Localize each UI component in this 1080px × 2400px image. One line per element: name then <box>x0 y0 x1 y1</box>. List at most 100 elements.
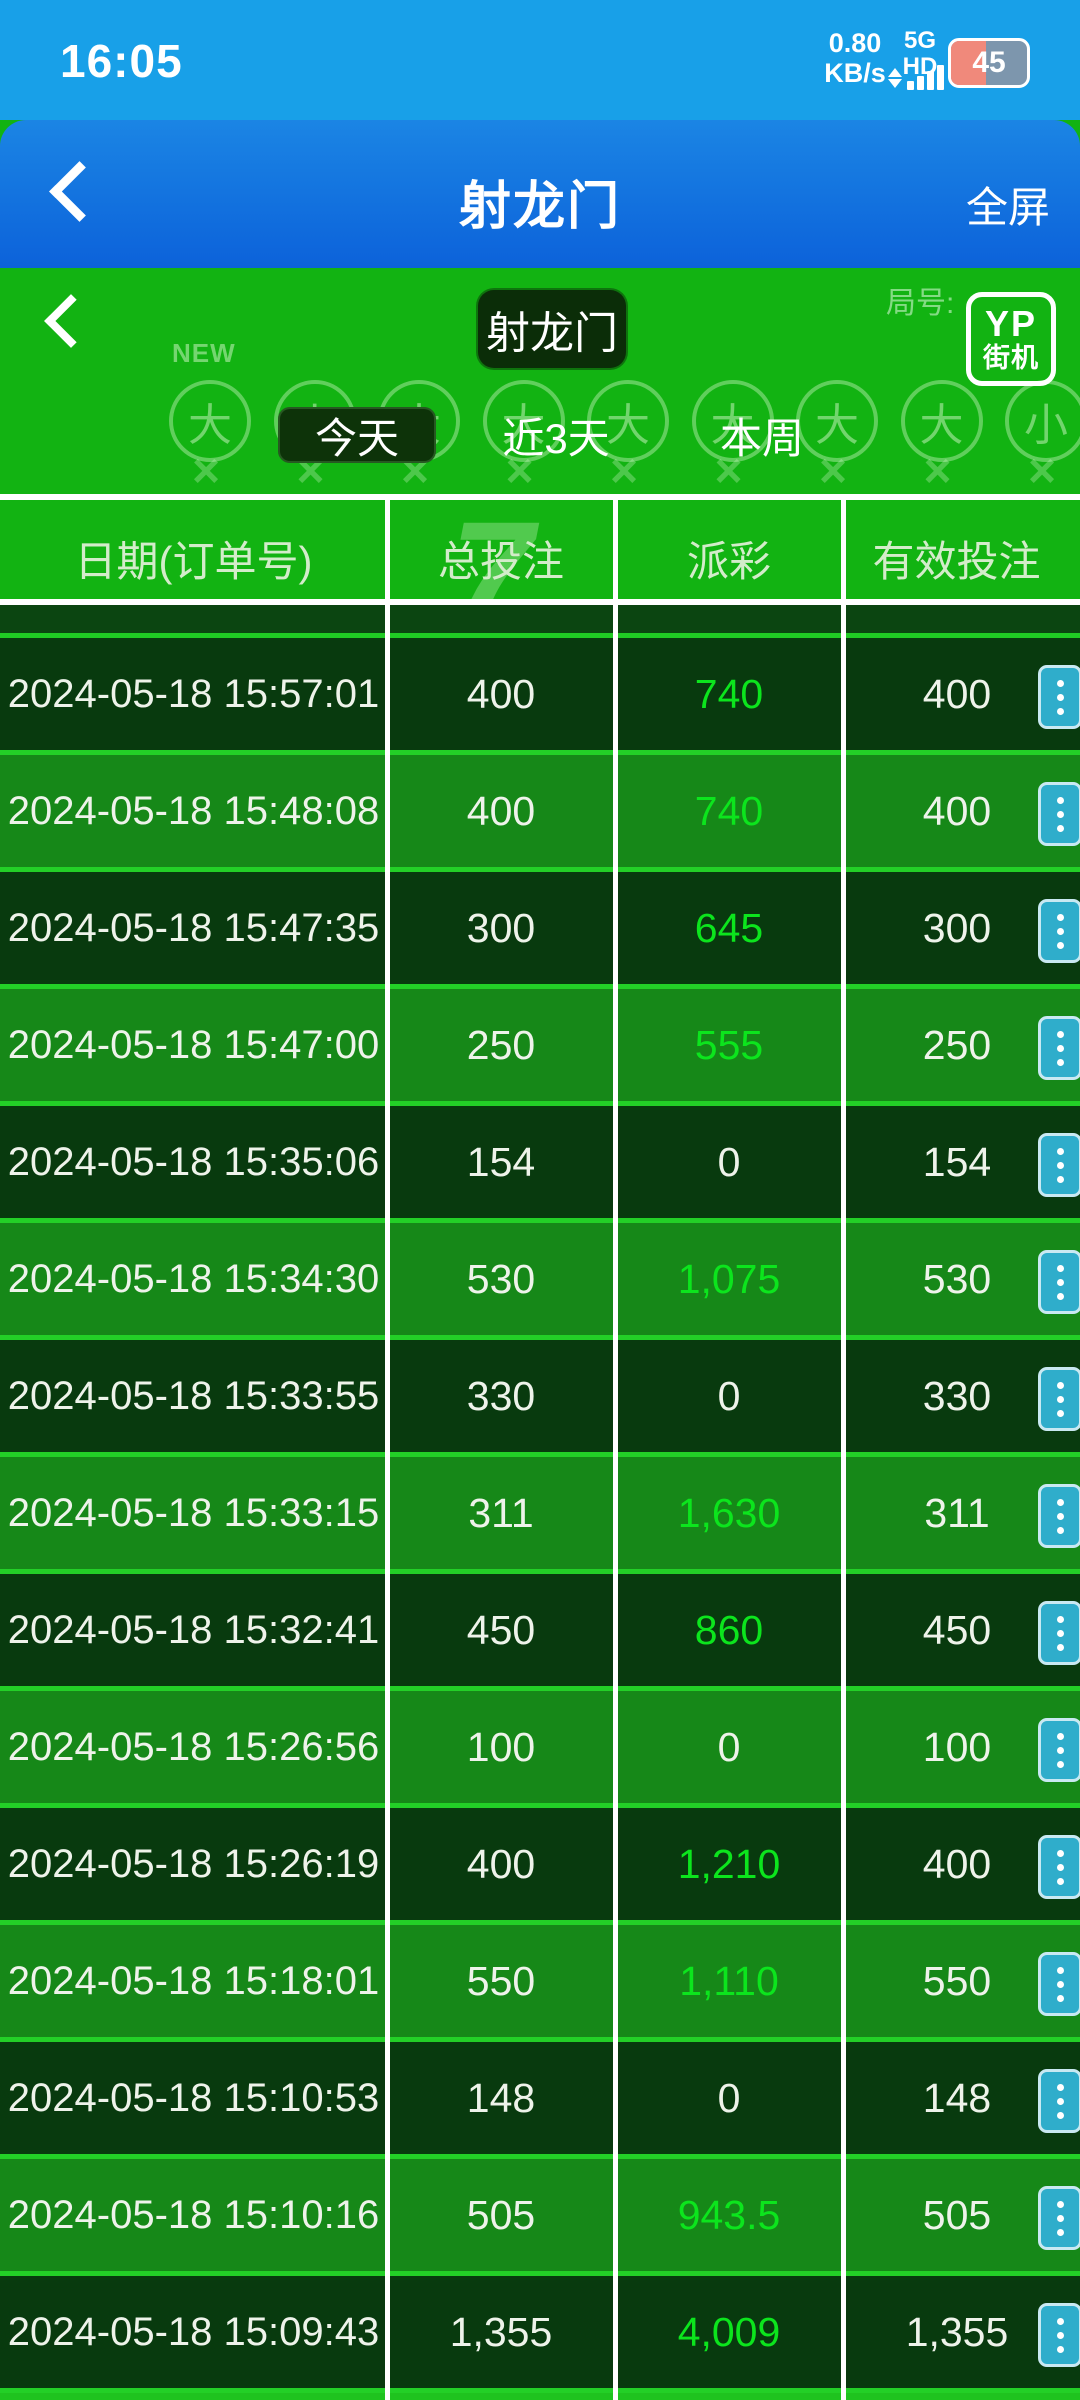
fullscreen-button[interactable]: 全屏 <box>965 184 1050 231</box>
big-small-circle-faint: 大 <box>169 380 251 462</box>
table-header-top-border <box>0 494 1080 500</box>
row-actions-button[interactable] <box>1038 1835 1080 1899</box>
table-header: 7 <box>0 500 1080 599</box>
dot-icon <box>1056 1512 1064 1520</box>
row-actions-button[interactable] <box>1038 2069 1080 2133</box>
big-small-circle-faint: 大 <box>587 380 669 462</box>
row-actions-button[interactable] <box>1038 782 1080 846</box>
valid-bet-value: 250 <box>922 1021 992 1068</box>
row-actions-button[interactable] <box>1038 1133 1080 1197</box>
dot-icon <box>1056 679 1064 687</box>
dot-icon <box>1056 1643 1064 1651</box>
order-date: 2024-05-18 15:33:55 <box>7 1373 380 1418</box>
big-small-circle-faint: 大 <box>796 380 878 462</box>
table-row: 2024-05-18 15:09:43 1,355 4,009 1,355 <box>0 2276 1080 2388</box>
payout-value: 860 <box>694 1606 764 1653</box>
cross-mark-faint: × <box>609 445 639 498</box>
dot-icon <box>1056 2228 1064 2236</box>
payout-value: 1,075 <box>677 1255 781 1302</box>
game-back-button[interactable] <box>44 294 98 348</box>
game-back-chevron-icon <box>44 294 98 348</box>
dot-icon <box>1056 1058 1064 1066</box>
order-date: 2024-05-18 15:57:01 <box>7 671 380 716</box>
row-actions-button[interactable] <box>1038 1250 1080 1314</box>
row-separator <box>0 984 1080 989</box>
cross-mark-faint: × <box>191 445 221 498</box>
tab-last-3-days[interactable]: 近3天 <box>502 414 610 462</box>
dot-icon <box>1056 1746 1064 1754</box>
row-actions-button[interactable] <box>1038 1718 1080 1782</box>
row-separator <box>0 1686 1080 1691</box>
total-bet-value: 100 <box>466 1723 536 1770</box>
row-separator <box>0 867 1080 872</box>
table-row: 2024-05-18 15:47:35 300 645 300 <box>0 872 1080 984</box>
total-bet-value: 330 <box>466 1372 536 1419</box>
valid-bet-value: 300 <box>922 904 992 951</box>
tab-this-week[interactable]: 本周 <box>719 414 804 462</box>
cross-mark-faint: × <box>714 445 743 498</box>
signal-bars-icon <box>888 60 954 90</box>
dot-icon <box>1056 941 1064 949</box>
dot-icon <box>1056 1863 1064 1871</box>
row-actions-button[interactable] <box>1038 2303 1080 2367</box>
updown-arrows-icon <box>888 68 902 88</box>
order-date: 2024-05-18 15:18:01 <box>7 1958 380 2003</box>
row-actions-button[interactable] <box>1038 1601 1080 1665</box>
payout-value: 1,210 <box>677 1840 781 1887</box>
dot-icon <box>1056 1030 1064 1038</box>
order-date: 2024-05-18 15:10:53 <box>7 2075 380 2120</box>
dot-icon <box>1056 1395 1064 1403</box>
row-separator <box>0 1218 1080 1223</box>
row-actions-button[interactable] <box>1038 1016 1080 1080</box>
yp-arcade-logo: YP 街机 <box>966 292 1056 386</box>
cross-mark-faint: × <box>505 445 534 498</box>
big-small-circle-faint: 大 <box>691 380 774 462</box>
battery-fill <box>951 41 986 85</box>
table-row: 2024-05-18 15:18:01 550 1,110 550 <box>0 1925 1080 2037</box>
partial-row-bottom <box>0 2393 1080 2400</box>
row-separator <box>0 2154 1080 2159</box>
row-actions-button[interactable] <box>1038 899 1080 963</box>
dot-icon <box>1056 707 1064 715</box>
row-actions-button[interactable] <box>1038 2186 1080 2250</box>
row-actions-button[interactable] <box>1038 1484 1080 1548</box>
column-header-payout: 派彩 <box>686 538 771 585</box>
dot-icon <box>1056 2317 1064 2325</box>
order-date: 2024-05-18 15:26:56 <box>7 1724 380 1769</box>
row-separator <box>0 2271 1080 2276</box>
column-divider <box>385 494 390 2400</box>
row-separator <box>0 1335 1080 1340</box>
new-badge-faint: NEW <box>172 338 236 368</box>
payout-value: 0 <box>717 2074 741 2121</box>
network-speed-value: 0.80 <box>828 28 882 58</box>
row-separator <box>0 1569 1080 1574</box>
big-small-circle-faint: 大 <box>900 380 983 462</box>
dot-icon <box>1056 927 1064 935</box>
dot-icon <box>1056 1966 1064 1974</box>
cross-mark-faint: × <box>923 445 952 498</box>
table-row: 2024-05-18 15:10:16 505 943.5 505 <box>0 2159 1080 2271</box>
order-date: 2024-05-18 15:33:15 <box>7 1490 380 1535</box>
order-date: 2024-05-18 15:09:43 <box>7 2309 380 2354</box>
payout-value: 645 <box>694 904 764 951</box>
clock-time: 16:05 <box>60 35 183 87</box>
logo-text-top: YP <box>984 303 1038 344</box>
table-header-bottom-border <box>0 599 1080 605</box>
total-bet-value: 550 <box>466 1957 536 2004</box>
dot-icon <box>1056 2331 1064 2339</box>
dot-icon <box>1056 796 1064 804</box>
total-bet-value: 450 <box>466 1606 536 1653</box>
table-row: 2024-05-18 15:10:53 148 0 148 <box>0 2042 1080 2154</box>
row-actions-button[interactable] <box>1038 1367 1080 1431</box>
page-title: 射龙门 <box>458 178 621 236</box>
dot-icon <box>1056 1044 1064 1052</box>
dot-icon <box>1056 1732 1064 1740</box>
dot-icon <box>1056 824 1064 832</box>
payout-value: 4,009 <box>677 2308 781 2355</box>
row-actions-button[interactable] <box>1038 1952 1080 2016</box>
tab-today[interactable]: 今天 <box>278 407 436 463</box>
row-separator <box>0 2388 1080 2393</box>
row-actions-button[interactable] <box>1038 665 1080 729</box>
dot-icon <box>1056 1629 1064 1637</box>
dot-icon <box>1056 2083 1064 2091</box>
